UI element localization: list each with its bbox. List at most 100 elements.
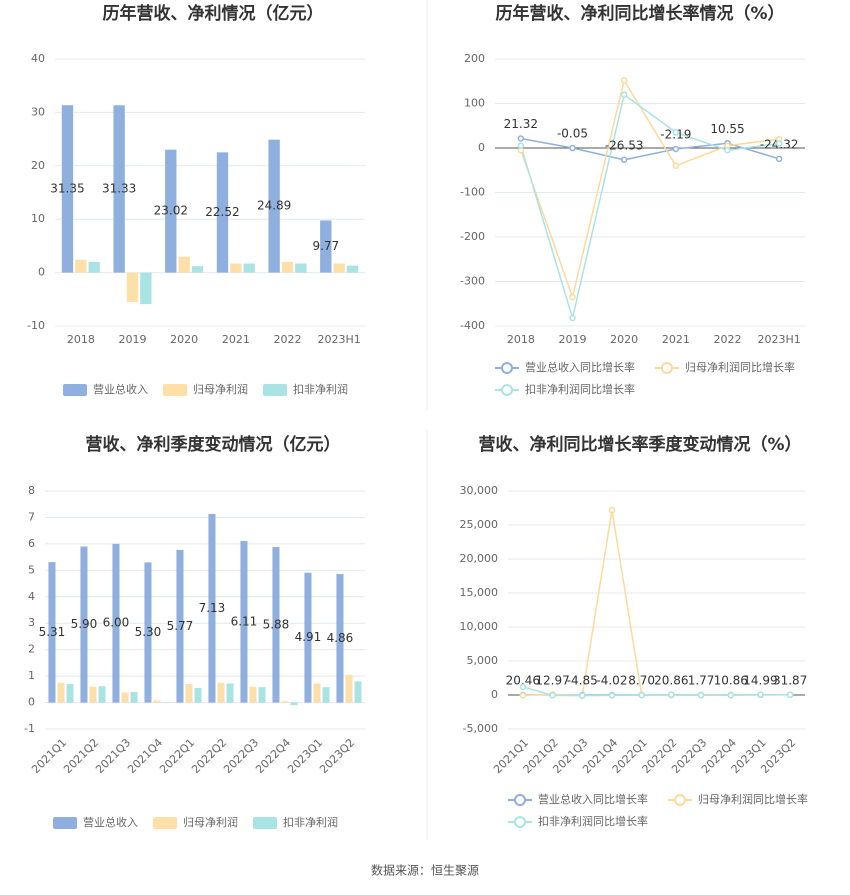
value-label: 7.13 — [199, 601, 226, 615]
point — [580, 693, 585, 698]
value-label: 5.77 — [167, 619, 194, 633]
legend-swatch — [253, 817, 277, 829]
bar — [140, 273, 151, 305]
value-label: -0.05 — [557, 127, 588, 141]
value-label: 5.88 — [263, 617, 290, 631]
point — [520, 693, 525, 698]
bar — [121, 693, 128, 703]
point — [699, 693, 704, 698]
bar — [244, 264, 255, 273]
value-label: -4.85 — [567, 674, 598, 688]
bar — [345, 675, 352, 703]
y-tick-label: 5 — [28, 563, 35, 576]
x-tick-label: 2022 — [274, 333, 302, 346]
bar — [178, 257, 189, 273]
bar — [295, 264, 306, 273]
y-tick-label: -5,000 — [463, 722, 498, 735]
legend-swatch — [153, 817, 177, 829]
y-tick-label: 40 — [31, 52, 45, 65]
legend-label: 营业总收入同比增长率 — [538, 792, 648, 806]
x-tick-label: 2020 — [170, 333, 198, 346]
point — [570, 295, 575, 300]
bar — [75, 260, 86, 273]
legend-swatch — [515, 795, 525, 805]
legend-label: 扣非净利润同比增长率 — [538, 814, 648, 828]
bar — [57, 683, 64, 703]
legend-label: 营业总收入 — [83, 815, 138, 829]
x-tick-label: 2018 — [507, 333, 535, 346]
chart-title: 营收、净利同比增长率季度变动情况（%） — [478, 434, 801, 455]
legend-label: 归母净利润 — [193, 382, 248, 396]
value-label: 9.77 — [312, 239, 339, 253]
bar — [249, 687, 256, 703]
y-tick-label: 10 — [31, 212, 45, 225]
y-tick-label: -300 — [460, 275, 485, 288]
bar — [99, 686, 106, 702]
y-tick-label: 20,000 — [460, 552, 499, 565]
bar — [323, 687, 330, 702]
point — [758, 692, 763, 697]
point — [725, 148, 730, 153]
x-tick-label: 2023Q2 — [317, 736, 357, 776]
y-tick-label: -400 — [460, 319, 485, 332]
value-label: -26.53 — [605, 138, 644, 152]
legend-label: 归母净利润 — [183, 815, 238, 829]
y-tick-label: 5,000 — [467, 654, 499, 667]
bar — [131, 692, 138, 703]
legend-item: 扣非净利润同比增长率 — [508, 814, 648, 828]
point — [728, 693, 733, 698]
point — [639, 693, 644, 698]
point — [520, 684, 525, 689]
y-tick-label: 15,000 — [460, 586, 499, 599]
point — [570, 146, 575, 151]
legend-label: 扣非净利润同比增长率 — [525, 382, 635, 396]
legend-swatch — [502, 363, 512, 373]
point — [777, 156, 782, 161]
point — [673, 163, 678, 168]
chart-title: 历年营收、净利情况（亿元） — [103, 3, 324, 24]
y-tick-label: 6 — [28, 537, 35, 550]
legend-item: 营业总收入同比增长率 — [508, 792, 648, 806]
y-tick-label: 4 — [28, 590, 35, 603]
x-tick-label: 2021 — [222, 333, 250, 346]
legend-label: 扣非净利润 — [293, 382, 348, 396]
bar — [259, 687, 266, 702]
point — [777, 141, 782, 146]
y-tick-label: 2 — [28, 643, 35, 656]
legend-swatch — [63, 384, 87, 396]
y-tick-label: -100 — [460, 186, 485, 199]
source: 数据来源：恒生聚源 — [371, 863, 479, 878]
point — [570, 315, 575, 320]
bar — [67, 684, 74, 703]
y-tick-label: -200 — [460, 230, 485, 243]
legend-swatch — [263, 384, 287, 396]
legend-item: 扣非净利润同比增长率 — [495, 382, 635, 396]
y-tick-label: 8 — [28, 484, 35, 497]
legend-swatch — [502, 385, 512, 395]
value-label: 31.87 — [773, 673, 807, 687]
point — [550, 693, 555, 698]
bar — [195, 688, 202, 703]
legend-swatch — [515, 817, 525, 827]
legend-item: 营业总收入 — [63, 382, 148, 396]
bar — [282, 262, 293, 273]
legend-item: 扣非净利润 — [253, 815, 338, 829]
value-label: 12.97 — [535, 673, 569, 687]
point — [788, 692, 793, 697]
y-tick-label: 25,000 — [460, 518, 499, 531]
point — [669, 692, 674, 697]
legend-swatch — [675, 795, 685, 805]
point — [622, 92, 627, 97]
y-tick-label: 0 — [491, 688, 498, 701]
bar — [333, 264, 344, 273]
y-tick-label: 0 — [38, 266, 45, 279]
bar — [227, 684, 234, 703]
value-label: -4.02 — [596, 674, 627, 688]
legend-swatch — [662, 363, 672, 373]
x-tick-label: 2022 — [714, 333, 742, 346]
value-label: 31.33 — [102, 181, 136, 195]
y-tick-label: 100 — [464, 97, 485, 110]
value-label: 6.00 — [103, 616, 130, 630]
bar — [153, 700, 160, 702]
